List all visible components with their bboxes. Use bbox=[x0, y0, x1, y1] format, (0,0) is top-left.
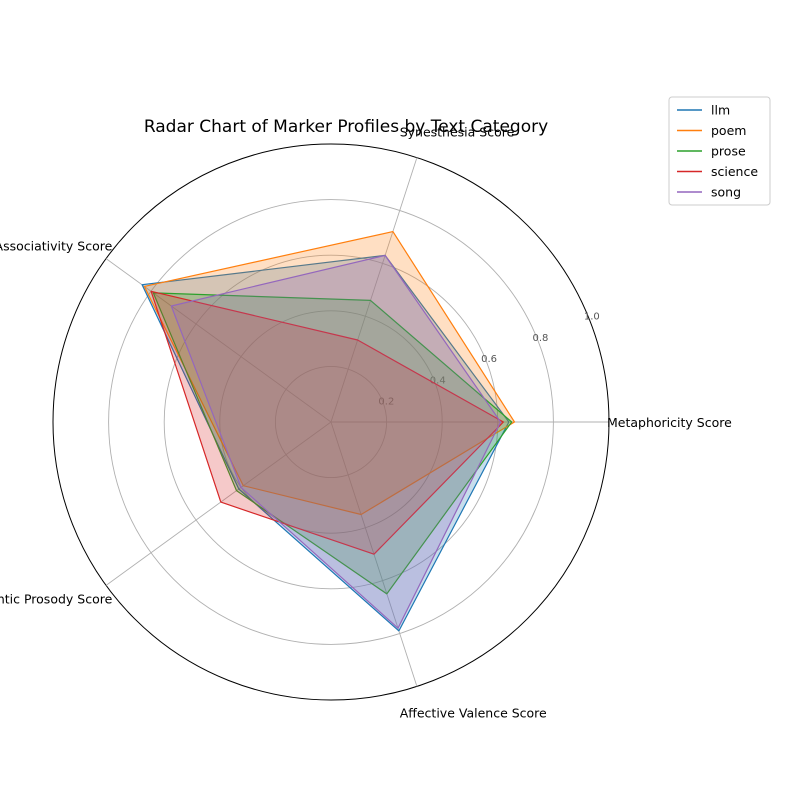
series-line-science bbox=[150, 290, 504, 555]
axis-label: Synesthesia Score bbox=[400, 125, 515, 140]
radial-tick-label: 0.4 bbox=[430, 375, 446, 386]
series-fill-science bbox=[151, 291, 504, 555]
radial-tick-label: 0.8 bbox=[533, 333, 549, 344]
series-line-song bbox=[170, 254, 502, 629]
legend-label-poem: poem bbox=[711, 123, 746, 138]
axis-label: Metaphoricity Score bbox=[607, 415, 732, 430]
series-fill-poem bbox=[144, 231, 515, 515]
axis-label: Associativity Score bbox=[0, 239, 113, 254]
legend-box bbox=[668, 96, 771, 206]
series-fill-llm bbox=[142, 255, 509, 631]
radial-tick-label: 0.2 bbox=[378, 397, 394, 408]
radar-spoke bbox=[330, 157, 418, 423]
legend-label-prose: prose bbox=[711, 144, 746, 159]
radial-tick-label: 1.0 bbox=[584, 312, 600, 323]
series-fill-prose bbox=[153, 292, 512, 594]
legend-label-science: science bbox=[711, 164, 758, 179]
series-line-poem bbox=[143, 231, 516, 516]
axis-label: Affective Valence Score bbox=[400, 705, 547, 720]
chart-title: Radar Chart of Marker Profiles by Text C… bbox=[144, 117, 548, 137]
axis-label: Semantic Prosody Score bbox=[0, 591, 113, 606]
radar-spoke bbox=[105, 421, 332, 586]
legend-label-llm: llm bbox=[711, 103, 730, 118]
radial-tick-label: 0.6 bbox=[481, 354, 497, 365]
series-fill-song bbox=[171, 255, 501, 629]
series-line-llm bbox=[141, 254, 510, 632]
series-line-prose bbox=[152, 292, 513, 595]
radar-spoke bbox=[105, 258, 332, 423]
legend-label-song: song bbox=[711, 185, 741, 200]
